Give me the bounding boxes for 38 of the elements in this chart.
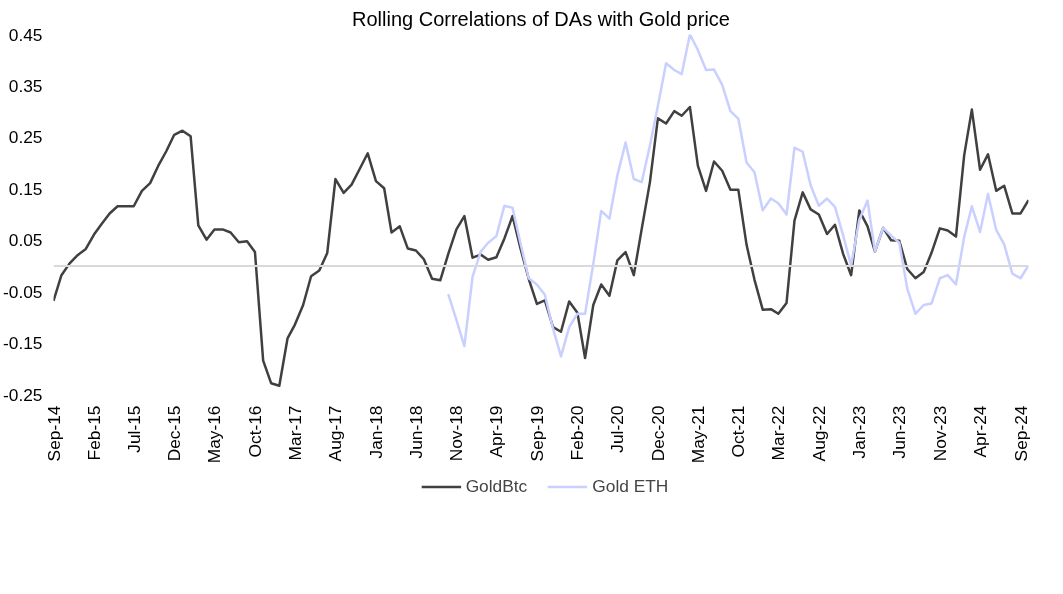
y-tick-label: 0.15 xyxy=(8,178,43,199)
y-tick-label: 0.25 xyxy=(8,127,43,148)
y-tick-label: 0.35 xyxy=(8,75,43,96)
y-tick-label: -0.05 xyxy=(3,281,43,302)
chart-title: Rolling Correlations of DAs with Gold price xyxy=(352,7,730,30)
x-tick-label: Feb-20 xyxy=(567,405,588,461)
y-tick-label: 0.05 xyxy=(8,230,43,251)
y-tick-label: 0.45 xyxy=(8,24,43,45)
x-tick-label: Mar-17 xyxy=(284,405,305,461)
x-tick-label: Jul-15 xyxy=(123,405,144,453)
x-tick-label: Jul-20 xyxy=(607,405,628,453)
x-tick-label: Oct-21 xyxy=(728,405,749,458)
x-tick-label: Dec-15 xyxy=(164,405,185,462)
x-tick-label: Dec-20 xyxy=(647,405,668,462)
x-tick-label: May-16 xyxy=(204,405,225,464)
x-tick-label: Sep-14 xyxy=(43,405,64,462)
x-tick-label: Feb-15 xyxy=(84,405,104,461)
x-tick-label: Jun-18 xyxy=(405,405,426,459)
x-tick-label: Mar-22 xyxy=(768,405,789,461)
line-series xyxy=(446,34,1029,358)
x-tick-label: Jan-18 xyxy=(365,405,386,459)
x-tick-label: Sep-19 xyxy=(526,405,547,462)
x-tick-label: Jan-23 xyxy=(849,405,870,459)
y-tick-label: -0.25 xyxy=(3,384,43,405)
x-tick-label: Apr-24 xyxy=(970,405,991,458)
y-tick-label: -0.15 xyxy=(3,333,43,354)
x-tick-label: Sep-24 xyxy=(1010,405,1031,462)
legend-label: GoldBtc xyxy=(465,475,528,497)
x-tick-label: Nov-18 xyxy=(446,405,467,462)
x-tick-label: Nov-23 xyxy=(929,405,950,462)
x-tick-label: Aug-17 xyxy=(325,405,346,462)
legend-label: Gold ETH xyxy=(592,475,669,497)
x-tick-label: Oct-16 xyxy=(244,405,265,458)
x-tick-label: May-21 xyxy=(687,405,708,464)
x-tick-label: Jun-23 xyxy=(889,405,910,459)
x-tick-label: Apr-19 xyxy=(486,405,507,458)
line-series xyxy=(53,105,1029,388)
x-tick-label: Aug-22 xyxy=(808,405,829,462)
